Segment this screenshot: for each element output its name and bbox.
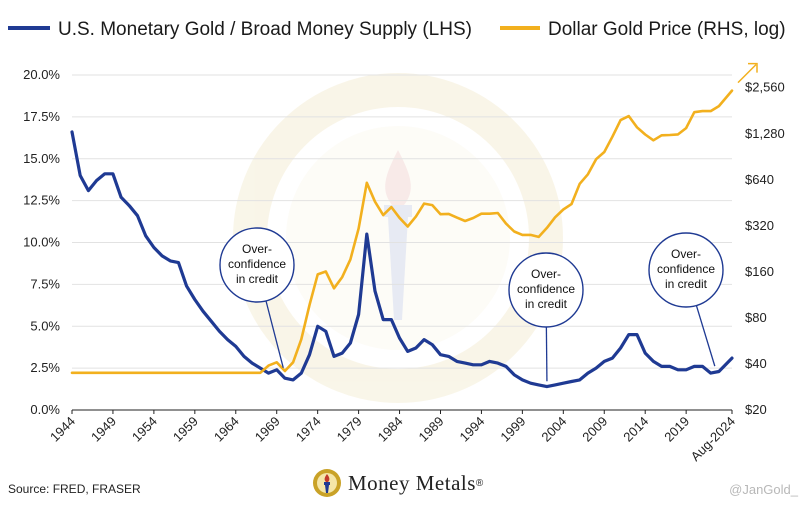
x-axis-tick-label: 1949 [88, 414, 119, 445]
chart: U.S. Monetary Gold / Broad Money Supply … [8, 19, 786, 464]
right-axis-tick-label: $1,280 [745, 126, 785, 141]
brand-name: Money Metals [348, 470, 476, 495]
annotation-bubble [219, 227, 295, 303]
right-axis-tick-label: $640 [745, 172, 774, 187]
legend-label-gold-money-ratio: U.S. Monetary Gold / Broad Money Supply … [58, 19, 472, 40]
annotation-text: confidence [517, 282, 575, 296]
annotation-text: confidence [657, 262, 715, 276]
x-axis-tick-label: 1969 [252, 414, 283, 445]
x-axis-tick-label: 1974 [293, 414, 324, 445]
left-axis-tick-label: 10.0% [23, 235, 60, 250]
right-axis-tick-label: $20 [745, 402, 767, 417]
gridlines [72, 74, 732, 369]
annotation-text: Over- [242, 242, 272, 256]
left-axis-tick-label: 15.0% [23, 151, 60, 166]
legend: U.S. Monetary Gold / Broad Money Supply … [8, 19, 786, 40]
legend-label-gold-price: Dollar Gold Price (RHS, log) [548, 19, 786, 40]
annotation-text: Over- [531, 267, 561, 281]
left-axis-tick-labels: 0.0% 2.5% 5.0% 7.5% 10.0% 12.5% 15.0% 17.5% 20.0… [23, 67, 60, 417]
x-axis-tick-label: 1964 [211, 414, 242, 445]
x-axis-tick-label: 2019 [661, 414, 692, 445]
x-axis-tick-label: 1959 [170, 414, 201, 445]
annotation-text: in credit [665, 277, 708, 291]
x-axis-tick-label: 1994 [456, 414, 487, 445]
watermark [233, 73, 563, 403]
x-axis-tick-label: 2014 [620, 414, 651, 445]
left-axis-tick-label: 20.0% [23, 67, 60, 82]
x-axis-tick-label: 1979 [334, 414, 365, 445]
series-line-gold-price [70, 89, 734, 375]
annotation-bubble [648, 232, 724, 308]
x-axis-tick-label: 2009 [579, 414, 610, 445]
annotation-text: confidence [228, 257, 286, 271]
source-note: Source: FRED, FRASER [8, 482, 141, 496]
left-axis-tick-label: 7.5% [30, 276, 60, 291]
annotation-pointer [265, 300, 284, 368]
x-axis-tick-label: 2004 [538, 414, 569, 445]
annotation-text: in credit [236, 272, 279, 286]
left-axis-tick-label: 5.0% [30, 318, 60, 333]
x-axis-tick-labels: 1944 1949 1954 1959 1964 1969 1974 1979 1984 1989… [47, 410, 738, 464]
right-axis-tick-label: $80 [745, 310, 767, 325]
right-axis-tick-labels: $20 $40 $80 $160 $320 $640 $1,280 $2,560 [745, 80, 785, 417]
annotation-bubble [508, 252, 584, 328]
annotation-pointer [545, 326, 548, 382]
annotation-text: in credit [525, 297, 568, 311]
brand-emblem-icon [313, 469, 341, 497]
left-axis-tick-label: 2.5% [30, 360, 60, 375]
annotation-pointer [695, 305, 716, 367]
x-axis-tick-label: 1944 [47, 414, 78, 445]
right-axis-tick-label: $2,560 [745, 80, 785, 95]
brand-logo: Money Metals ® [312, 468, 483, 498]
trend-arrow [737, 64, 757, 84]
trend-arrow-head [748, 62, 758, 73]
x-axis-tick-label: 1954 [129, 414, 160, 445]
x-axis-tick-label: Aug-2024 [688, 414, 738, 464]
annotation-text: Over- [671, 247, 701, 261]
right-axis-tick-label: $320 [745, 218, 774, 233]
right-axis-tick-label: $40 [745, 356, 767, 371]
right-axis-tick-label: $160 [745, 264, 774, 279]
x-axis-tick-label: 1984 [375, 414, 406, 445]
series-line-gold-money-ratio [70, 130, 734, 389]
x-axis-tick-label: 1989 [416, 414, 447, 445]
x-axis-tick-label: 1999 [497, 414, 528, 445]
left-axis-tick-label: 17.5% [23, 109, 60, 124]
author-handle: @JanGold_ [729, 482, 798, 497]
brand-registered-mark: ® [475, 477, 484, 489]
series-layer [70, 62, 758, 389]
left-axis-tick-label: 12.5% [23, 193, 60, 208]
left-axis-tick-label: 0.0% [30, 402, 60, 417]
